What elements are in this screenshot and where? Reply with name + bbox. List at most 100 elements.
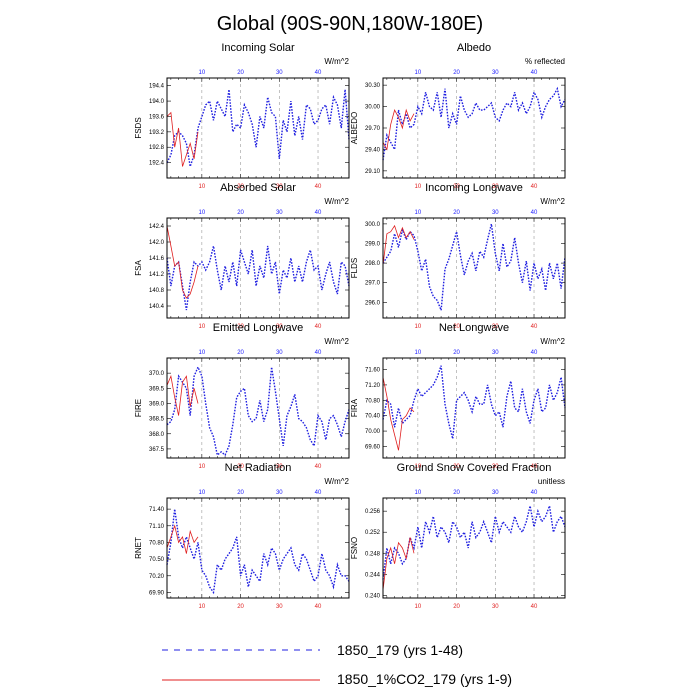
plot-frame — [382, 497, 566, 599]
panel-grid: Incoming Solar W/m^2 FSDS 10 10 20 20 30 30 40 40 1… — [134, 42, 566, 610]
x-tick-label-bottom: 40 — [315, 184, 322, 190]
y-tick-label: 192.4 — [149, 161, 165, 167]
series-line-control — [382, 86, 566, 161]
y-tick-label: 0.248 — [365, 551, 381, 557]
series-line-control — [166, 245, 350, 311]
panel-2: Albedo % reflected ALBEDO 10 10 20 20 30 30 40 40 2… — [350, 42, 566, 190]
x-tick-label-top: 30 — [492, 70, 499, 76]
y-tick-label: 194.0 — [149, 99, 165, 105]
y-tick-label: 70.20 — [149, 574, 165, 580]
plot-frame — [382, 77, 566, 179]
x-tick-label-top: 10 — [415, 210, 422, 216]
figure-title: Global (90S-90N,180W-180E) — [217, 13, 483, 35]
panel-title: Net Longwave — [439, 322, 509, 334]
y-tick-label: 141.6 — [149, 256, 165, 262]
panel-title: Net Radiation — [225, 462, 292, 474]
series-line-co2 — [166, 524, 199, 554]
series-line-co2 — [382, 224, 415, 266]
units-label: W/m^2 — [324, 477, 349, 486]
x-tick-label-top: 10 — [199, 70, 206, 76]
y-axis-label: RNET — [134, 537, 143, 559]
units-label: unitless — [538, 477, 565, 486]
x-tick-label-top: 30 — [276, 210, 283, 216]
y-tick-label: 193.2 — [149, 130, 165, 136]
x-tick-label-top: 20 — [237, 210, 244, 216]
x-tick-label-top: 30 — [276, 350, 283, 356]
x-tick-label-top: 40 — [531, 210, 538, 216]
series-line-co2 — [166, 111, 199, 167]
plot-frame — [166, 357, 350, 459]
legend-label-control: 1850_179 (yrs 1-48) — [337, 642, 463, 658]
x-tick-label-bottom: 20 — [453, 324, 460, 330]
panel-8: Ground Snow Covered Fraction unitless FSNO… — [350, 462, 566, 610]
x-tick-label-top: 30 — [492, 490, 499, 496]
y-tick-label: 30.00 — [365, 105, 381, 111]
x-tick-label-bottom: 20 — [237, 464, 244, 470]
x-tick-label-bottom: 10 — [415, 324, 422, 330]
x-tick-label-bottom: 30 — [492, 184, 499, 190]
x-tick-label-bottom: 40 — [315, 324, 322, 330]
x-tick-label-top: 20 — [237, 490, 244, 496]
y-axis-label: FSDS — [134, 117, 143, 138]
y-tick-label: 298.0 — [365, 261, 381, 267]
series-line-co2 — [382, 108, 415, 151]
y-tick-label: 368.5 — [149, 417, 165, 423]
x-tick-label-bottom: 10 — [415, 464, 422, 470]
y-tick-label: 69.60 — [365, 444, 381, 450]
panel-7: Net Radiation W/m^2 RNET 10 10 20 20 30 30 40 40 69… — [134, 462, 350, 610]
y-tick-label: 299.0 — [365, 241, 381, 247]
x-tick-label-top: 10 — [415, 70, 422, 76]
x-tick-label-top: 30 — [492, 350, 499, 356]
x-tick-label-bottom: 10 — [199, 604, 206, 610]
panel-1: Incoming Solar W/m^2 FSDS 10 10 20 20 30 30 40 40 1… — [134, 42, 350, 190]
legend: 1850_179 (yrs 1-48) 1850_1%CO2_179 (yrs … — [162, 642, 512, 687]
plot-frame — [382, 357, 566, 459]
y-tick-label: 367.5 — [149, 447, 165, 453]
x-tick-label-bottom: 20 — [237, 324, 244, 330]
x-tick-label-bottom: 30 — [492, 324, 499, 330]
y-tick-label: 70.80 — [149, 540, 165, 546]
panel-title: Incoming Solar — [221, 42, 295, 54]
x-tick-label-top: 20 — [237, 70, 244, 76]
x-tick-label-bottom: 20 — [237, 184, 244, 190]
y-tick-label: 70.50 — [149, 557, 165, 563]
y-tick-label: 70.40 — [365, 414, 381, 420]
y-axis-label: FLDS — [350, 258, 359, 278]
y-tick-label: 29.40 — [365, 147, 381, 153]
panel-4: Incoming Longwave W/m^2 FLDS 10 10 20 20 30 30 40… — [350, 182, 566, 330]
x-tick-label-top: 10 — [415, 350, 422, 356]
x-tick-label-bottom: 40 — [531, 464, 538, 470]
units-label: % reflected — [525, 57, 565, 66]
y-tick-label: 193.6 — [149, 114, 165, 120]
x-tick-label-top: 30 — [276, 490, 283, 496]
panel-title: Absorbed Solar — [220, 182, 296, 194]
x-tick-label-bottom: 10 — [415, 604, 422, 610]
units-label: W/m^2 — [540, 197, 565, 206]
x-tick-label-bottom: 20 — [453, 184, 460, 190]
legend-label-co2: 1850_1%CO2_179 (yrs 1-9) — [337, 671, 512, 687]
y-tick-label: 142.4 — [149, 224, 165, 230]
x-tick-label-top: 40 — [315, 350, 322, 356]
x-tick-label-top: 10 — [199, 210, 206, 216]
units-label: W/m^2 — [324, 197, 349, 206]
x-tick-label-top: 30 — [492, 210, 499, 216]
y-tick-label: 69.90 — [149, 590, 165, 596]
y-tick-label: 29.10 — [365, 169, 381, 175]
x-tick-label-top: 30 — [276, 70, 283, 76]
panel-title: Incoming Longwave — [425, 182, 523, 194]
x-tick-label-bottom: 40 — [315, 604, 322, 610]
x-tick-label-top: 10 — [415, 490, 422, 496]
y-tick-label: 140.4 — [149, 304, 165, 310]
y-tick-label: 30.30 — [365, 83, 381, 89]
x-tick-label-bottom: 10 — [415, 184, 422, 190]
x-tick-label-bottom: 30 — [276, 184, 283, 190]
y-axis-label: FSA — [134, 260, 143, 276]
series-line-co2 — [166, 225, 199, 299]
x-tick-label-top: 20 — [237, 350, 244, 356]
x-tick-label-top: 20 — [453, 70, 460, 76]
units-label: W/m^2 — [324, 57, 349, 66]
panel-title: Ground Snow Covered Fraction — [397, 462, 552, 474]
y-tick-label: 369.5 — [149, 386, 165, 392]
x-tick-label-top: 20 — [453, 210, 460, 216]
y-tick-label: 0.252 — [365, 530, 381, 536]
